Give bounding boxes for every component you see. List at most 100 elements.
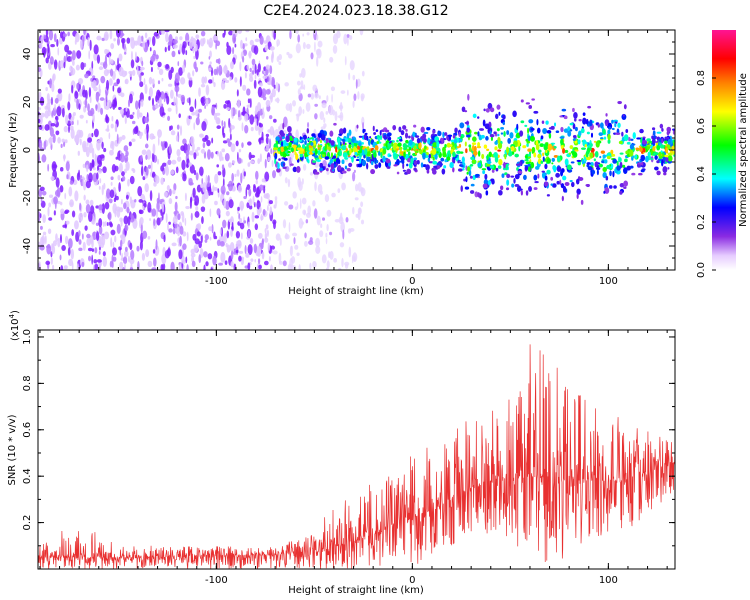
spectrogram-cell: [170, 130, 176, 136]
spectrogram-cell: [137, 185, 143, 197]
spectrogram-cell: [93, 264, 96, 270]
spectrogram-cell: [562, 175, 567, 181]
spectrogram-cell: [110, 42, 115, 50]
spectrogram-cell: [316, 56, 319, 67]
spectrogram-cell: [79, 202, 82, 211]
spectrogram-cell: [569, 129, 573, 132]
spectrogram-cell: [56, 106, 62, 117]
spectrogram-cell: [275, 233, 281, 241]
spectrogram-cell: [273, 221, 276, 230]
spectrogram-cell: [470, 190, 475, 194]
spectrogram-cell: [228, 30, 234, 36]
spectrogram-cell: [254, 38, 260, 43]
spectrogram-cell: [98, 250, 101, 255]
spectrogram-cell: [180, 145, 185, 152]
spectrogram-cell: [216, 239, 221, 247]
spectrogram-cell: [553, 154, 559, 158]
spectrogram-cell: [512, 110, 517, 118]
spectrogram-cell: [575, 178, 580, 185]
spectrogram-cell: [83, 30, 86, 36]
x-tick-label: 100: [599, 575, 618, 586]
spectrogram-cell: [144, 84, 148, 95]
spectrogram-cell: [171, 159, 177, 165]
spectrogram-cell: [379, 135, 383, 141]
spectrogram-cell: [193, 152, 197, 160]
spectrogram-cell: [396, 139, 399, 143]
spectrogram-cell: [482, 119, 486, 127]
spectrogram-cell: [332, 45, 338, 54]
spectrogram-cell: [95, 222, 99, 226]
spectrogram-cell: [242, 84, 247, 91]
spectrogram-cell: [296, 165, 301, 173]
spectrogram-cell: [91, 132, 94, 138]
spectrogram-cell: [619, 152, 624, 155]
spectrogram-cell: [541, 120, 545, 124]
spectrogram-cell: [253, 45, 259, 55]
spectrogram-cell: [205, 84, 210, 96]
spectrogram-cell: [323, 140, 327, 143]
spectrogram-cell: [550, 183, 554, 186]
spectrogram-cell: [477, 131, 480, 137]
spectrogram-cell: [71, 50, 76, 61]
spectrogram-cell: [91, 254, 94, 265]
spectrogram-cell: [289, 245, 293, 257]
spectrogram-cell: [125, 194, 129, 200]
spectrogram-cell: [308, 240, 314, 245]
spectrogram-cell: [88, 142, 93, 154]
spectrogram-cell: [160, 264, 164, 270]
spectrogram-cell: [237, 99, 241, 109]
spectrogram-cell: [206, 149, 211, 160]
spectrogram-cell: [423, 145, 427, 150]
spectrogram-cell: [258, 232, 263, 239]
spectrogram-cell: [167, 115, 171, 122]
spectrogram-cell: [314, 92, 319, 99]
spectrogram-cell: [87, 137, 93, 143]
spectrogram-cell: [553, 145, 557, 149]
spectrogram-cell: [339, 101, 343, 112]
spectrogram-cell: [275, 136, 280, 142]
spectrogram-cell: [129, 114, 134, 120]
spectrogram-cell: [110, 229, 116, 236]
spectrogram-cell: [100, 75, 106, 84]
spectrogram-cell: [329, 250, 334, 260]
spectrogram-cell: [39, 96, 45, 106]
snr-y-ticks: 0.20.40.60.81.0: [22, 329, 675, 547]
spectrogram-cell: [334, 111, 338, 122]
spectrogram-cell: [564, 181, 570, 186]
spectrogram-cell: [393, 164, 398, 167]
spectrogram-cell: [375, 129, 379, 132]
spectrogram-cell: [297, 88, 301, 96]
spectrogram-cell: [498, 111, 501, 116]
spectrogram-cell: [130, 213, 133, 220]
spectrogram-cell: [98, 218, 103, 228]
spectrogram-cell: [105, 188, 111, 199]
spectrogram-cell: [528, 105, 533, 109]
spectrogram-cell: [342, 127, 347, 134]
spectrogram-cell: [43, 34, 47, 40]
spectrogram-cell: [198, 87, 201, 97]
spectrogram-cell: [600, 150, 606, 154]
spectrogram-cell: [265, 142, 270, 151]
spectrogram-cell: [46, 93, 50, 102]
spectrogram-cell: [208, 67, 212, 71]
spectrogram-cell: [434, 136, 439, 142]
spectrogram-cell: [170, 125, 173, 130]
spectrogram-cell: [157, 129, 162, 138]
spectrogram-cell: [201, 216, 204, 225]
spectrogram-cell: [124, 246, 128, 252]
spectrogram-cell: [605, 113, 608, 117]
spectrogram-cell: [271, 88, 276, 98]
spectrogram-cell: [127, 215, 131, 226]
spectrogram-cell: [606, 155, 611, 160]
spectrogram-cell: [206, 139, 211, 147]
spectrogram-cell: [371, 150, 374, 154]
spectrogram-cell: [593, 158, 596, 162]
spectrogram-cell: [135, 100, 139, 110]
spectrogram-cell: [109, 149, 114, 156]
spectrogram-cell: [38, 106, 42, 111]
spectrogram-cell: [78, 239, 82, 245]
spectrogram-cell: [632, 132, 636, 139]
spectrogram-cell: [464, 110, 468, 113]
spectrogram-cell: [85, 180, 91, 189]
spectrogram-cell: [118, 136, 123, 142]
